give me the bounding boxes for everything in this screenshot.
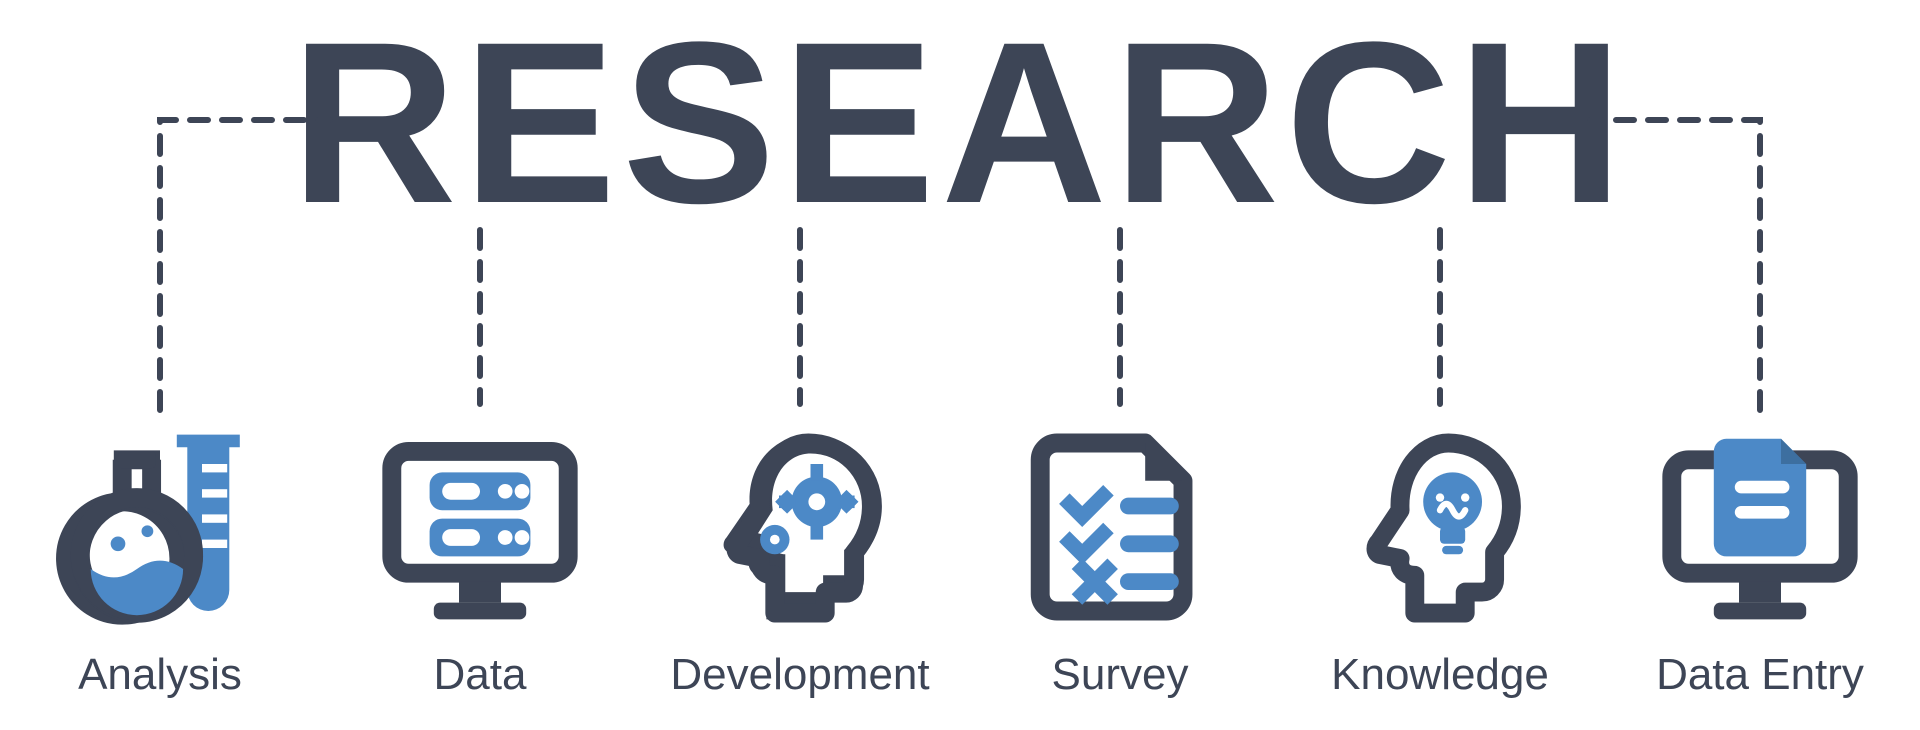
item-label: Analysis [78, 650, 242, 700]
item-label: Data Entry [1656, 650, 1864, 700]
item-data: Data [340, 422, 620, 700]
head-lightbulb-icon [1330, 422, 1550, 632]
item-label: Survey [1052, 650, 1189, 700]
item-survey: Survey [980, 422, 1260, 700]
item-knowledge: Knowledge [1300, 422, 1580, 700]
item-label: Knowledge [1331, 650, 1549, 700]
item-analysis: Analysis [20, 422, 300, 700]
monitor-server-icon [370, 422, 590, 632]
monitor-document-icon [1650, 422, 1870, 632]
flask-beaker-icon [50, 422, 270, 632]
checklist-document-icon [1010, 422, 1230, 632]
items-row: Analysis Data [0, 422, 1920, 700]
head-gears-icon [690, 422, 910, 632]
item-data-entry: Data Entry [1620, 422, 1900, 700]
page-title: RESEARCH [291, 8, 1630, 238]
item-label: Data [434, 650, 527, 700]
item-development: Development [660, 422, 940, 700]
item-label: Development [670, 650, 929, 700]
